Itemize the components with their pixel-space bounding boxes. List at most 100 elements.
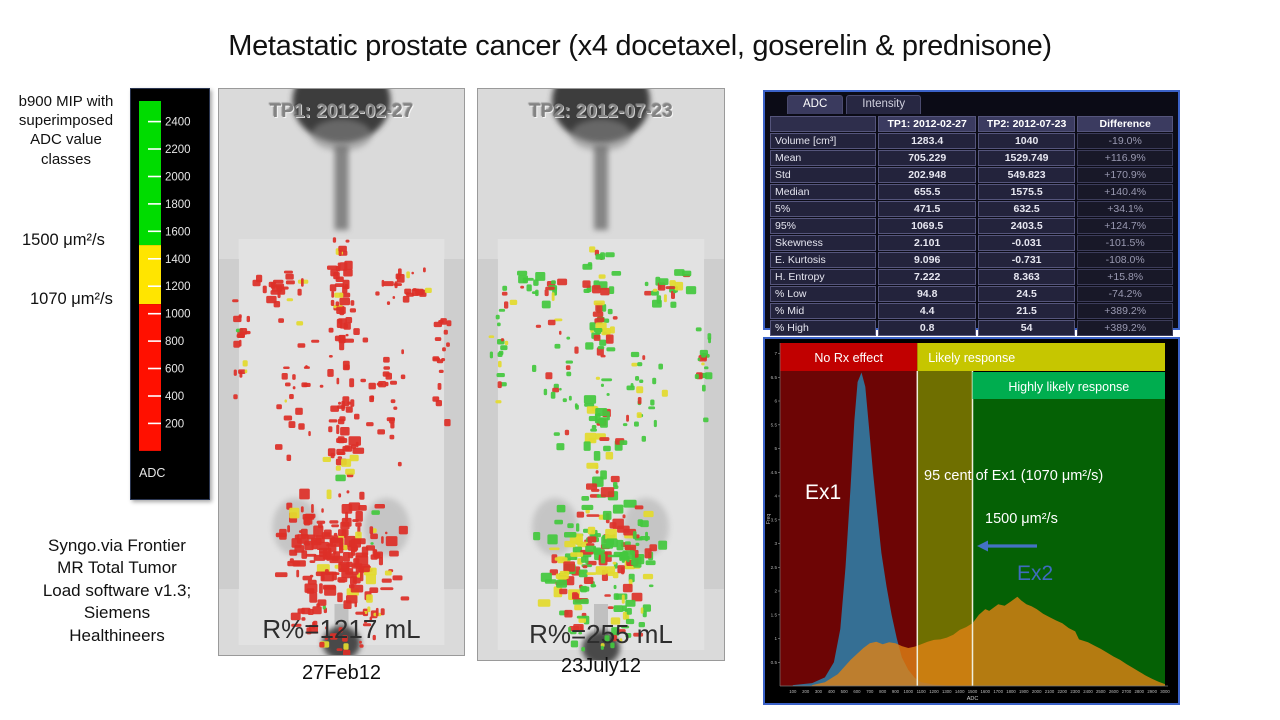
row-label: % Mid	[770, 303, 877, 319]
mip-spine-shadow	[334, 145, 349, 230]
row-label: Median	[770, 184, 877, 200]
tp2-value: -0.731	[977, 252, 1076, 268]
y-tick-label: 1.5	[771, 612, 778, 617]
x-axis-label: ADC	[967, 696, 979, 702]
colorbar-tick-label: 200	[165, 418, 184, 430]
tp2-value: 2403.5	[977, 218, 1076, 234]
table-row: % Low 94.8 24.5 -74.2%	[770, 286, 1173, 302]
x-tick-label: 1600	[981, 689, 991, 694]
row-label: E. Kurtosis	[770, 252, 877, 268]
tab-adc[interactable]: ADC	[787, 95, 844, 114]
table-row: % Mid 4.4 21.5 +389.2%	[770, 303, 1173, 319]
y-tick-label: 2.5	[771, 565, 778, 570]
tp2-value: 632.5	[977, 201, 1076, 217]
mip-caption: b900 MIP with superimposed ADC value cla…	[18, 93, 114, 168]
row-label: % Low	[770, 286, 877, 302]
series-ex2	[812, 596, 1165, 686]
banner-label: Likely response	[928, 351, 1015, 365]
difference-value: -74.2%	[1077, 286, 1173, 302]
x-tick-label: 1700	[993, 689, 1003, 694]
tp1-value: 202.948	[878, 167, 976, 183]
colorbar-tick-label: 600	[165, 364, 184, 376]
mip-tp1-volume-label: R%=1217 mL	[262, 614, 421, 644]
tab-intensity[interactable]: Intensity	[846, 95, 922, 114]
x-tick-label: 2300	[1070, 689, 1080, 694]
difference-value: +34.1%	[1077, 201, 1173, 217]
x-tick-label: 3000	[1160, 689, 1170, 694]
banner-no-rx-effect	[780, 343, 918, 371]
col-header-tp1: TP1: 2012-02-27	[878, 116, 976, 132]
x-tick-label: 1100	[917, 689, 927, 694]
tp1-value: 655.5	[878, 184, 976, 200]
mip-tp2-date: 23July12	[560, 655, 642, 677]
table-row: Median 655.5 1575.5 +140.4%	[770, 184, 1173, 200]
x-tick-label: 500	[841, 689, 849, 694]
stats-tabbar: ADC Intensity	[765, 92, 1178, 114]
difference-value: +124.7%	[1077, 218, 1173, 234]
x-tick-label: 1400	[955, 689, 965, 694]
colorbar-tick-label: 1000	[165, 309, 191, 321]
colorbar-segment-mid-adc-yellow	[139, 245, 161, 305]
difference-value: +389.2%	[1077, 303, 1173, 319]
tp2-value: 1575.5	[977, 184, 1076, 200]
x-tick-label: 1500	[968, 689, 978, 694]
x-tick-label: 300	[815, 689, 823, 694]
threshold-label-1070: 1070 μm²/s	[30, 290, 113, 308]
mip-image-tp1: TP1: 2012-02-27 R%=1217 mL	[218, 88, 465, 656]
mip-tp2-volume-label: R%=255 mL	[529, 619, 673, 649]
cutoff-note: 1500 μm²/s	[985, 511, 1058, 527]
tp1-value: 705.229	[878, 150, 976, 166]
row-label: 5%	[770, 201, 877, 217]
row-label: % High	[770, 320, 877, 336]
stats-table-header-row: TP1: 2012-02-27 TP2: 2012-07-23 Differen…	[770, 116, 1173, 132]
col-header-tp2: TP2: 2012-07-23	[977, 116, 1076, 132]
y-tick-label: 5	[774, 446, 777, 451]
mip-image-tp2: TP2: 2012-07-23 R%=255 mL	[477, 88, 725, 661]
mip-lesion-overlay	[232, 237, 452, 655]
col-header-empty	[770, 116, 877, 132]
stats-table: TP1: 2012-02-27 TP2: 2012-07-23 Differen…	[768, 115, 1175, 337]
x-tick-label: 2600	[1109, 689, 1119, 694]
percentile-note: 95 cent of Ex1 (1070 μm²/s)	[924, 468, 1103, 484]
x-tick-label: 2100	[1045, 689, 1055, 694]
tp1-value: 9.096	[878, 252, 976, 268]
difference-value: +170.9%	[1077, 167, 1173, 183]
colorbar-segment-high-adc-green	[139, 101, 161, 246]
colorbar-tick-label: 2400	[165, 117, 191, 129]
tp2-value: 1040	[977, 133, 1076, 149]
tp2-value: 8.363	[977, 269, 1076, 285]
table-row: % High 0.8 54 +389.2%	[770, 320, 1173, 336]
mip-tp2-header: TP2: 2012-07-23	[529, 101, 673, 122]
colorbar-tick-label: 800	[165, 336, 184, 348]
difference-value: -101.5%	[1077, 235, 1173, 251]
x-tick-label: 2800	[1135, 689, 1145, 694]
row-label: Std	[770, 167, 877, 183]
mip-lesion-overlay	[488, 246, 713, 652]
y-tick-label: 6.5	[771, 375, 778, 380]
x-tick-label: 900	[892, 689, 900, 694]
tp1-value: 7.222	[878, 269, 976, 285]
y-tick-label: 0.5	[771, 660, 778, 665]
series-ex1	[792, 372, 947, 686]
table-row: 5% 471.5 632.5 +34.1%	[770, 201, 1173, 217]
table-row: H. Entropy 7.222 8.363 +15.8%	[770, 269, 1173, 285]
mip-spine-shadow	[594, 145, 608, 230]
x-tick-label: 1900	[1019, 689, 1029, 694]
stats-panel: ADC Intensity TP1: 2012-02-27 TP2: 2012-…	[763, 90, 1180, 336]
x-tick-label: 100	[789, 689, 797, 694]
y-tick-label: 3	[774, 541, 777, 546]
row-label: Volume [cm³]	[770, 133, 877, 149]
mip-tp1-header: TP1: 2012-02-27	[269, 101, 414, 122]
x-tick-label: 2400	[1083, 689, 1093, 694]
difference-value: +389.2%	[1077, 320, 1173, 336]
table-row: 95% 1069.5 2403.5 +124.7%	[770, 218, 1173, 234]
colorbar-tick-label: 1200	[165, 281, 191, 293]
mip-tp1-body-render	[219, 89, 464, 655]
tp1-value: 4.4	[878, 303, 976, 319]
threshold-arrow-head	[977, 540, 988, 552]
table-row: Mean 705.229 1529.749 +116.9%	[770, 150, 1173, 166]
tp2-value: 54	[977, 320, 1076, 336]
x-tick-label: 2500	[1096, 689, 1106, 694]
threshold-label-1500: 1500 μm²/s	[22, 231, 105, 249]
table-row: Volume [cm³] 1283.4 1040 -19.0%	[770, 133, 1173, 149]
